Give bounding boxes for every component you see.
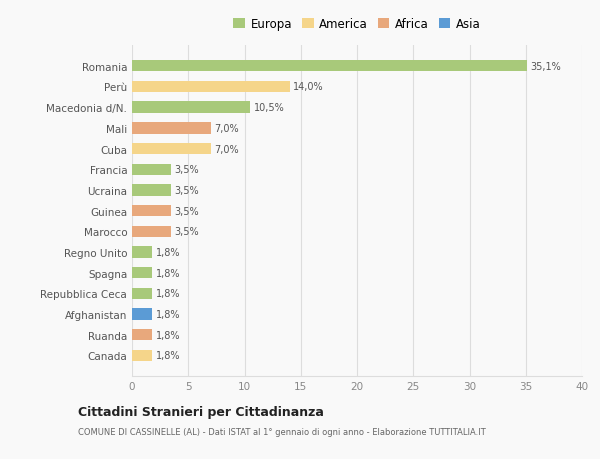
Bar (132, 288, 152, 299)
Bar (132, 206, 172, 217)
Bar (132, 350, 152, 361)
Text: 3,5%: 3,5% (175, 165, 199, 175)
Bar (132, 82, 290, 93)
Bar (132, 102, 250, 113)
Text: 14,0%: 14,0% (293, 82, 323, 92)
Bar (132, 309, 152, 320)
Text: 3,5%: 3,5% (175, 227, 199, 237)
Text: 7,0%: 7,0% (214, 144, 239, 154)
Text: 3,5%: 3,5% (175, 206, 199, 216)
Bar (132, 144, 211, 155)
Bar (132, 226, 172, 237)
Text: 1,8%: 1,8% (155, 351, 180, 361)
Text: 1,8%: 1,8% (155, 289, 180, 299)
Bar (132, 123, 211, 134)
Bar (132, 164, 172, 175)
Text: 35,1%: 35,1% (530, 62, 561, 72)
Bar (132, 185, 172, 196)
Legend: Europa, America, Africa, Asia: Europa, America, Africa, Asia (230, 16, 484, 33)
Text: COMUNE DI CASSINELLE (AL) - Dati ISTAT al 1° gennaio di ogni anno - Elaborazione: COMUNE DI CASSINELLE (AL) - Dati ISTAT a… (78, 427, 486, 436)
Text: 1,8%: 1,8% (155, 247, 180, 257)
Bar (132, 330, 152, 341)
Text: 1,8%: 1,8% (155, 309, 180, 319)
Text: 3,5%: 3,5% (175, 185, 199, 196)
Text: 10,5%: 10,5% (254, 103, 284, 113)
Bar (132, 247, 152, 258)
Bar (132, 268, 152, 279)
Text: 7,0%: 7,0% (214, 123, 239, 134)
Text: Cittadini Stranieri per Cittadinanza: Cittadini Stranieri per Cittadinanza (78, 405, 324, 419)
Text: 1,8%: 1,8% (155, 268, 180, 278)
Text: 1,8%: 1,8% (155, 330, 180, 340)
Bar (132, 61, 527, 72)
